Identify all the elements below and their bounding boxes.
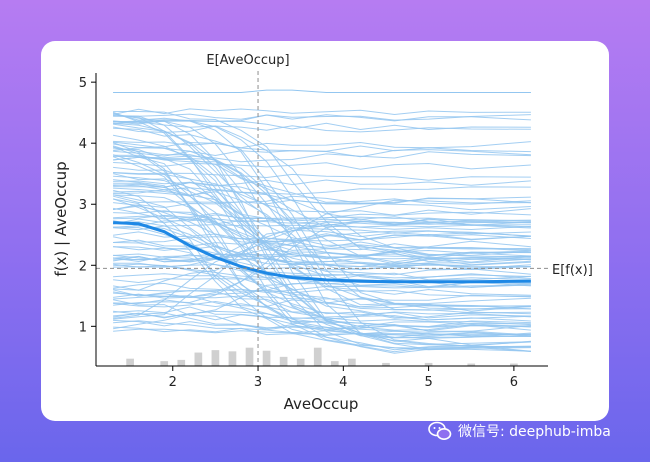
ice-curve <box>113 211 531 220</box>
y-tick-label: 5 <box>79 76 87 91</box>
ice-curve <box>113 123 531 339</box>
histogram <box>126 347 518 366</box>
y-axis-label: f(x) | AveOccup <box>52 161 70 276</box>
x-tick-label: 4 <box>339 375 347 390</box>
ice-curve <box>113 310 531 335</box>
ice-curves <box>112 89 531 354</box>
ice-curve <box>113 125 531 133</box>
x-tick-label: 3 <box>254 375 262 390</box>
ice-curve <box>113 249 531 291</box>
x-axis-label: AveOccup <box>284 395 359 413</box>
ice-curve <box>112 195 531 204</box>
ice-curve <box>113 120 531 347</box>
ice-curve <box>113 218 531 225</box>
histogram-bar <box>424 362 433 366</box>
y-tick-label: 1 <box>79 320 87 335</box>
ice-curve <box>113 274 531 330</box>
y-tick-label: 4 <box>79 137 87 152</box>
chart-card: 2 3 4 5 6 1 2 3 4 5 AveOccup f(x) | AveOccup E[A… <box>41 41 609 421</box>
ice-curve <box>113 184 531 314</box>
ice-curve <box>113 214 531 226</box>
histogram-bar <box>279 356 288 366</box>
watermark-text: 微信号: deephub-imba <box>458 424 611 440</box>
ice-curve <box>113 221 531 271</box>
ice-curve <box>113 141 531 205</box>
ice-curve <box>113 328 531 336</box>
ice-curve <box>113 140 531 153</box>
ice-curve <box>113 299 531 338</box>
x-tick-label: 2 <box>169 375 177 390</box>
x-tick-label: 5 <box>424 375 432 390</box>
y-tick-label: 2 <box>79 259 87 274</box>
y-tick-label: 3 <box>79 198 87 213</box>
ice-curve <box>112 112 531 346</box>
histogram-bar <box>382 362 390 366</box>
ice-curve <box>113 89 531 94</box>
ice-curve <box>112 299 531 330</box>
ice-curve <box>112 145 531 326</box>
ice-curve <box>113 281 531 299</box>
ice-curve <box>113 115 531 265</box>
ice-curve <box>113 156 531 224</box>
histogram-bar <box>296 358 305 366</box>
histogram-bar <box>126 358 134 366</box>
ice-curve <box>112 146 531 319</box>
ice-plot: 2 3 4 5 6 1 2 3 4 5 AveOccup f(x) | AveOccup E[A… <box>52 53 593 413</box>
ice-curve <box>113 172 531 181</box>
expected-x-label: E[AveOccup] <box>206 53 289 68</box>
ice-curve <box>113 172 531 216</box>
histogram-bar <box>211 350 220 366</box>
ice-curve <box>113 219 531 268</box>
histogram-bar <box>510 363 518 366</box>
y-ticks: 1 2 3 4 5 <box>79 76 96 335</box>
histogram-bar <box>245 347 254 366</box>
ice-curve <box>113 224 531 231</box>
histogram-bar <box>194 352 203 366</box>
ice-curve <box>113 113 531 122</box>
ice-curve <box>112 173 531 237</box>
ice-curve <box>113 151 531 163</box>
ice-curve <box>113 149 531 158</box>
ice-curve <box>113 292 531 353</box>
watermark: 微信号: deephub-imba <box>428 420 611 442</box>
ice-curve <box>113 313 531 322</box>
ice-curve <box>113 162 531 170</box>
ice-curve <box>113 255 531 263</box>
ice-curve <box>112 111 531 252</box>
histogram-bar <box>348 358 356 366</box>
ice-curve <box>113 166 531 276</box>
expected-fx-label: E[f(x)] <box>552 263 593 278</box>
ice-curve <box>113 119 531 312</box>
x-ticks: 2 3 4 5 6 <box>169 366 518 390</box>
ice-curve <box>113 250 531 261</box>
histogram-bar <box>177 359 186 366</box>
histogram-bar <box>262 350 271 366</box>
histogram-bar <box>228 351 237 366</box>
ice-curve <box>113 253 531 281</box>
ice-curve <box>113 253 531 266</box>
histogram-bar <box>330 361 339 366</box>
pdp-average-line <box>113 221 531 284</box>
ice-curve <box>113 179 531 188</box>
histogram-bar <box>160 361 169 366</box>
ice-curve <box>113 186 531 197</box>
ice-curve <box>112 108 531 116</box>
wechat-icon <box>428 421 452 440</box>
ice-curve <box>113 239 531 249</box>
ice-curve <box>113 120 531 131</box>
histogram-bar <box>313 347 322 366</box>
ice-curve <box>113 180 531 345</box>
x-tick-label: 6 <box>510 375 518 390</box>
ice-curve <box>113 141 531 149</box>
ice-curve <box>113 320 531 337</box>
ice-curve <box>113 319 531 332</box>
ice-curve <box>113 310 531 320</box>
histogram-bar <box>467 363 476 366</box>
ice-curve <box>113 199 531 306</box>
